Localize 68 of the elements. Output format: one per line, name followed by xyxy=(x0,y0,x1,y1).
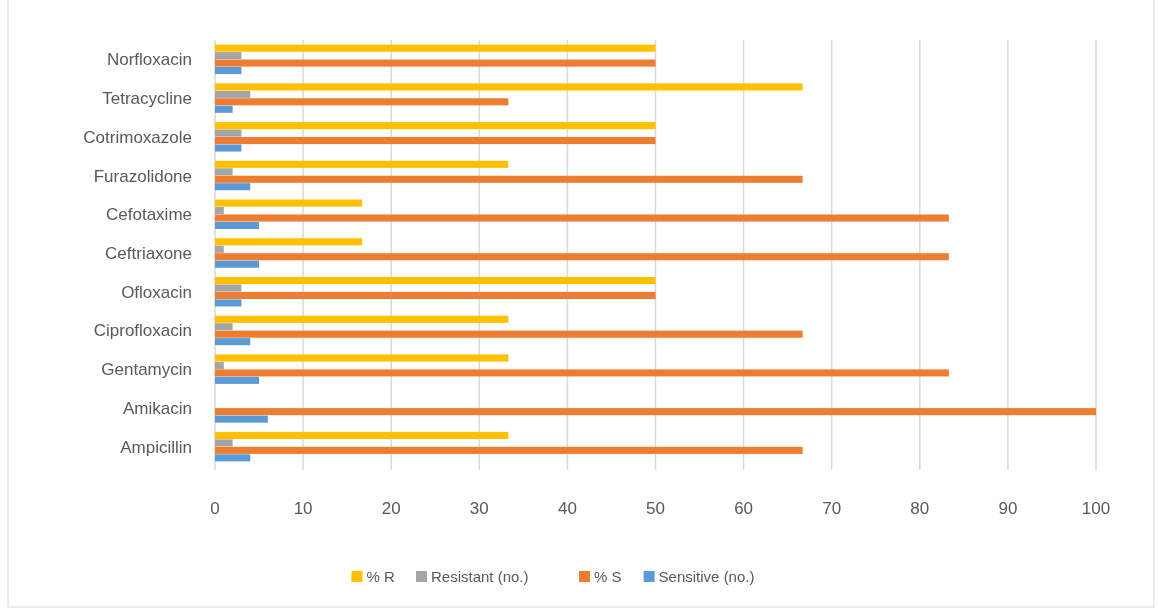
legend-label: Sensitive (no.) xyxy=(658,568,755,585)
bar xyxy=(215,361,224,369)
bar xyxy=(215,299,242,307)
y-tick-label: Ciprofloxacin xyxy=(93,321,192,341)
bar xyxy=(215,168,233,176)
legend-label: % S xyxy=(594,568,622,585)
bar xyxy=(215,59,656,67)
bar xyxy=(215,67,242,75)
y-tick-label: Cotrimoxazole xyxy=(83,127,192,147)
bar xyxy=(215,291,656,299)
bar xyxy=(215,338,251,346)
bar xyxy=(215,122,656,130)
bar xyxy=(215,260,260,268)
x-tick-label: 10 xyxy=(293,499,313,518)
bar xyxy=(215,129,242,137)
bar xyxy=(215,354,509,362)
bar xyxy=(215,284,242,292)
x-tick-label: 80 xyxy=(910,499,930,518)
x-tick-label: 0 xyxy=(210,499,220,518)
y-tick-label: Norfloxacin xyxy=(106,50,192,70)
bar xyxy=(215,439,233,447)
bar xyxy=(215,221,260,229)
x-tick-label: 70 xyxy=(822,499,842,518)
bar xyxy=(215,238,363,246)
legend-label: % R xyxy=(366,568,395,585)
x-tick-label: 100 xyxy=(1081,499,1111,518)
bar xyxy=(215,160,509,168)
x-tick-label: 40 xyxy=(557,499,577,518)
bar xyxy=(215,214,949,222)
x-tick-label: 20 xyxy=(381,499,401,518)
x-tick-label: 50 xyxy=(646,499,665,518)
bar xyxy=(215,369,949,377)
y-tick-label: Ofloxacin xyxy=(121,282,192,302)
bar xyxy=(215,199,363,207)
bar xyxy=(215,415,268,423)
y-tick-label: Ampicillin xyxy=(120,437,192,457)
bar xyxy=(215,315,509,323)
bar xyxy=(215,90,251,98)
bar xyxy=(215,44,656,52)
bar xyxy=(215,253,949,261)
y-tick-label: Furazolidone xyxy=(93,166,192,186)
x-tick-label: 30 xyxy=(469,499,489,518)
bar xyxy=(215,330,803,338)
bar xyxy=(215,446,803,454)
bar xyxy=(215,98,509,106)
bar xyxy=(215,183,251,191)
legend-label: Resistant (no.) xyxy=(431,568,529,585)
bar xyxy=(215,105,233,113)
bar xyxy=(215,83,803,91)
y-tick-label: Ceftriaxone xyxy=(105,244,192,263)
x-tick-label: 60 xyxy=(734,499,754,518)
bar xyxy=(215,454,251,462)
bar xyxy=(215,431,509,439)
bar xyxy=(215,245,224,253)
bar xyxy=(215,137,656,145)
y-tick-label: Amikacin xyxy=(123,398,192,418)
y-tick-label: Tetracycline xyxy=(102,89,192,109)
bar xyxy=(215,408,1096,416)
bar xyxy=(215,175,803,183)
bar xyxy=(215,376,260,384)
y-tick-label: Cefotaxime xyxy=(106,205,192,225)
bar xyxy=(215,323,233,331)
bar xyxy=(215,207,224,215)
bar xyxy=(215,277,656,285)
x-tick-label: 90 xyxy=(998,499,1018,518)
y-tick-label: Gentamycin xyxy=(101,360,192,380)
bar xyxy=(215,52,242,60)
bar xyxy=(215,144,242,152)
